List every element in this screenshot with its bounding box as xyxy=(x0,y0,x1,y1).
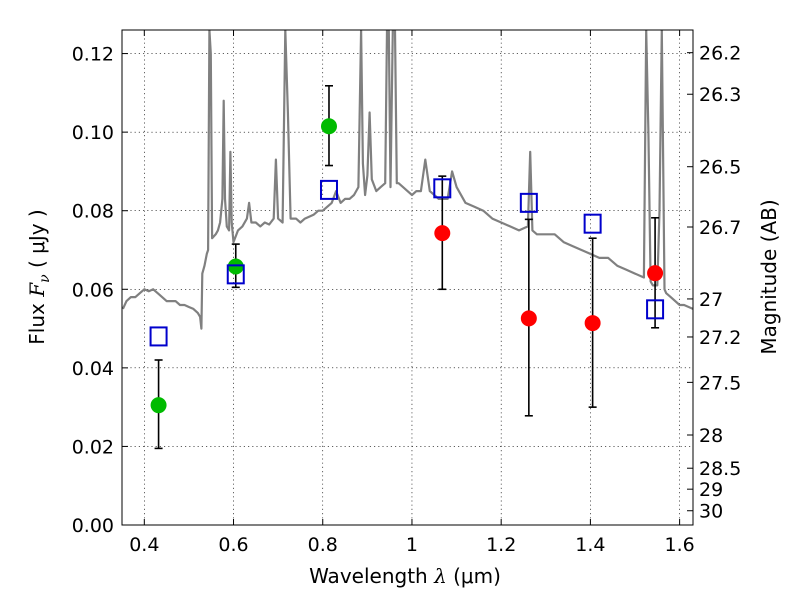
plot-frame xyxy=(121,29,694,526)
data-markers xyxy=(149,118,665,414)
y-axis-label: Flux Fν ( μJy ) xyxy=(25,209,53,344)
grid xyxy=(122,30,693,525)
model-flux-square xyxy=(433,178,452,199)
x-tick-label: 1.4 xyxy=(575,534,605,556)
data-point-circle xyxy=(520,310,537,327)
data-point-circle xyxy=(584,315,601,332)
x-tick-label: 1.2 xyxy=(486,534,516,556)
model-flux-square xyxy=(319,179,338,200)
x-axis-label: Wavelength λ (μm) xyxy=(309,564,501,588)
mag-tick-label: 28.5 xyxy=(699,458,741,480)
model-spectrum-layer xyxy=(122,30,693,330)
y-tick-label: 0.00 xyxy=(72,515,114,537)
mag-tick-label: 27.2 xyxy=(699,327,741,349)
model-flux-square xyxy=(149,326,168,347)
y2-axis-label: Magnitude (AB) xyxy=(757,199,781,354)
model-flux-square xyxy=(226,264,245,285)
y-tick-label: 0.08 xyxy=(72,201,114,223)
y-tick-label: 0.04 xyxy=(72,358,114,380)
x-tick-label: 0.6 xyxy=(218,534,248,556)
mag-tick-label: 29 xyxy=(699,479,723,501)
x-tick-label: 1.6 xyxy=(665,534,695,556)
mag-tick-label: 30 xyxy=(699,501,723,523)
x-tick-label: 0.4 xyxy=(129,534,159,556)
mag-tick-label: 26.3 xyxy=(699,84,741,106)
data-point-circle xyxy=(227,258,244,275)
model-spectrum-line xyxy=(122,30,693,330)
y-tick-label: 0.10 xyxy=(72,122,114,144)
mag-tick-label: 26.7 xyxy=(699,217,741,239)
y-tick-label: 0.12 xyxy=(72,44,114,66)
mag-tick-label: 26.2 xyxy=(699,43,741,65)
x-tick-label: 1 xyxy=(406,534,418,556)
mag-tick-label: 28 xyxy=(699,425,723,447)
model-flux-square xyxy=(646,299,665,320)
data-point-circle xyxy=(434,225,451,242)
data-point-circle xyxy=(647,265,664,282)
mag-tick-label: 27 xyxy=(699,289,723,311)
data-point-circle xyxy=(150,397,167,414)
data-point-circle xyxy=(320,118,337,135)
x-tick-label: 0.8 xyxy=(308,534,338,556)
mag-tick-label: 27.5 xyxy=(699,372,741,394)
model-flux-square xyxy=(583,213,602,234)
axis-ticks: 0.4 0.6 0.8 1 1.2 1.4 1.6 0.00 0.02 0.04 0.06 0.08 0… xyxy=(72,30,741,556)
y-tick-label: 0.02 xyxy=(72,436,114,458)
mag-tick-label: 26.5 xyxy=(699,157,741,179)
y-tick-label: 0.06 xyxy=(72,279,114,301)
model-flux-square xyxy=(519,192,538,213)
